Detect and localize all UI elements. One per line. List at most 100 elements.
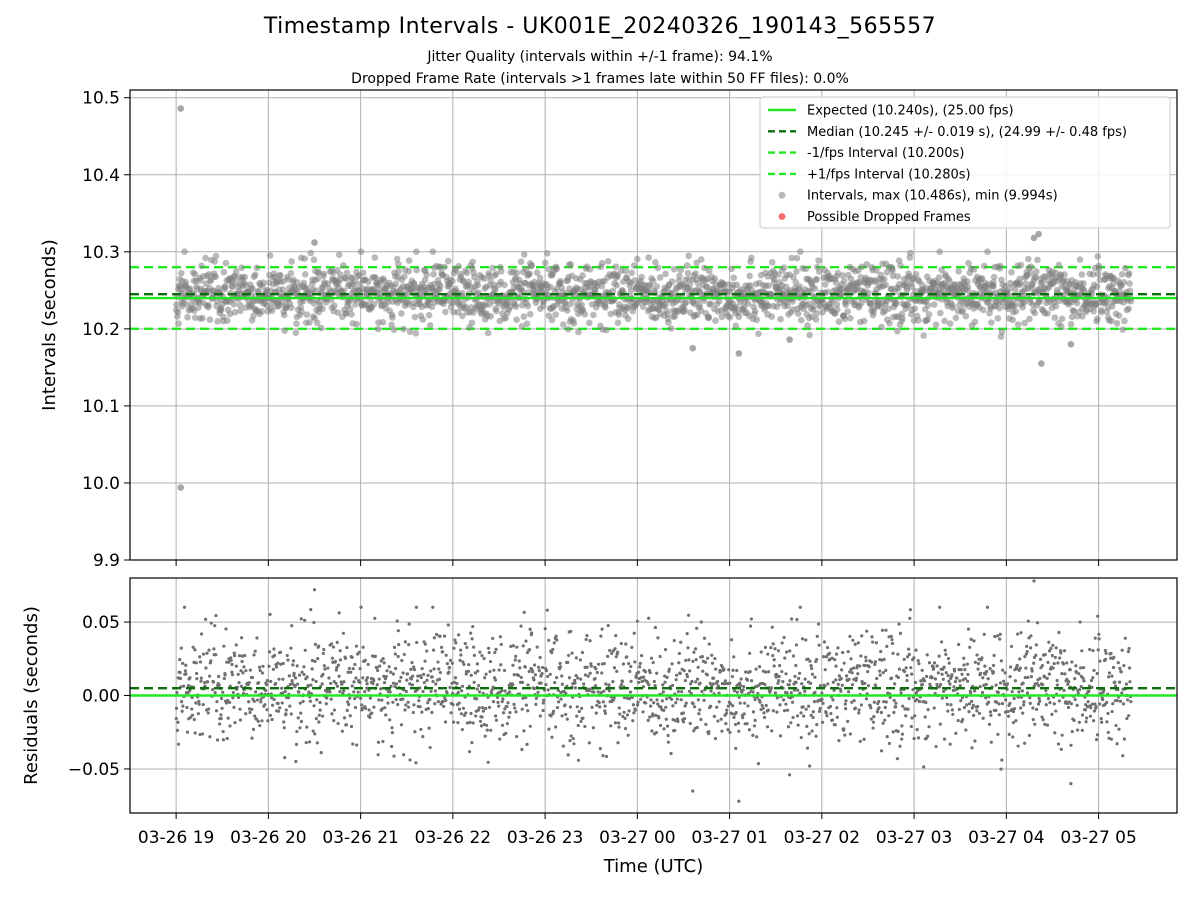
residual-point <box>612 695 616 700</box>
residual-point <box>247 700 251 704</box>
residual-point <box>607 689 611 693</box>
residual-point <box>699 620 703 624</box>
interval-point <box>604 258 612 265</box>
residual-point <box>722 667 726 672</box>
residual-point <box>426 707 430 711</box>
interval-point <box>401 273 408 280</box>
interval-point <box>533 269 541 276</box>
residual-point <box>711 682 715 686</box>
y-tick-label: 10.0 <box>82 474 120 494</box>
residual-point <box>940 672 944 676</box>
interval-point <box>390 326 398 334</box>
interval-point <box>631 277 639 284</box>
residual-point <box>907 696 911 701</box>
interval-point <box>965 259 972 267</box>
residual-point <box>983 672 988 676</box>
residual-point <box>632 711 636 715</box>
residual-point <box>892 698 896 702</box>
residual-point <box>865 629 869 633</box>
residual-point <box>570 651 574 655</box>
residual-point <box>421 689 425 694</box>
interval-point <box>668 278 676 285</box>
residual-point <box>1105 700 1109 705</box>
residual-point <box>881 671 885 675</box>
residual-point <box>798 605 802 609</box>
residual-point <box>730 674 735 679</box>
residual-point <box>809 664 813 668</box>
interval-point <box>586 319 593 327</box>
residual-point <box>403 640 407 644</box>
interval-point <box>886 319 893 327</box>
residual-point <box>670 683 675 688</box>
residual-point <box>1045 676 1049 680</box>
interval-point <box>411 313 419 321</box>
residual-point <box>312 620 316 625</box>
residual-point <box>364 706 368 711</box>
residual-point <box>426 701 430 705</box>
residual-point <box>291 663 295 667</box>
legend-entry-label: Expected (10.240s), (25.00 fps) <box>807 104 1014 119</box>
residual-point <box>361 676 365 680</box>
residual-point <box>638 665 642 669</box>
residual-point <box>323 667 327 671</box>
residual-point <box>1041 683 1045 687</box>
residual-point <box>229 658 233 662</box>
interval-point <box>279 286 287 293</box>
residual-point <box>762 715 767 720</box>
residual-point <box>267 650 272 654</box>
residual-point <box>481 691 485 695</box>
residual-point <box>1120 648 1124 652</box>
residual-point <box>361 645 365 649</box>
interval-point <box>634 255 641 263</box>
residual-point <box>174 716 178 721</box>
interval-point <box>526 270 533 278</box>
residual-point <box>217 674 221 679</box>
residual-point <box>687 613 691 617</box>
interval-point <box>970 266 978 273</box>
residual-point <box>483 734 487 738</box>
interval-point <box>1120 279 1128 286</box>
interval-point <box>683 262 691 269</box>
residual-point <box>1127 646 1131 651</box>
residual-point <box>770 729 774 733</box>
residual-point <box>1053 655 1057 660</box>
x-tick-label: 03-27 00 <box>599 828 675 848</box>
residual-point <box>1047 649 1052 653</box>
residual-point <box>973 660 977 664</box>
residual-point <box>515 645 519 649</box>
interval-point <box>810 303 817 310</box>
residual-point <box>360 706 364 711</box>
residual-point <box>816 622 821 626</box>
residual-point <box>538 714 542 718</box>
residual-point <box>313 732 317 736</box>
interval-point <box>1009 316 1017 324</box>
residual-point <box>589 664 593 668</box>
residual-point <box>176 742 181 746</box>
residual-point <box>734 746 738 750</box>
residual-point <box>774 675 778 679</box>
interval-point <box>175 320 182 327</box>
residual-point <box>733 722 738 727</box>
residual-point <box>788 649 792 653</box>
residual-point <box>644 701 648 705</box>
residual-point <box>948 682 952 686</box>
residual-point <box>276 701 280 706</box>
residual-point <box>1097 632 1101 636</box>
residual-point <box>1037 684 1041 688</box>
residual-point <box>675 697 679 701</box>
residual-point <box>531 670 535 674</box>
residual-point <box>962 705 967 710</box>
residual-point <box>905 678 909 683</box>
residual-point <box>884 700 888 704</box>
residual-point <box>1025 649 1029 654</box>
interval-point <box>561 299 569 307</box>
residual-point <box>1057 699 1061 703</box>
residual-point <box>834 678 838 682</box>
residual-point <box>805 724 809 728</box>
residual-point <box>766 708 770 712</box>
residual-point <box>967 710 971 714</box>
interval-point <box>268 307 276 314</box>
interval-point <box>564 307 571 314</box>
residual-point <box>498 635 502 639</box>
residual-point <box>997 702 1001 706</box>
